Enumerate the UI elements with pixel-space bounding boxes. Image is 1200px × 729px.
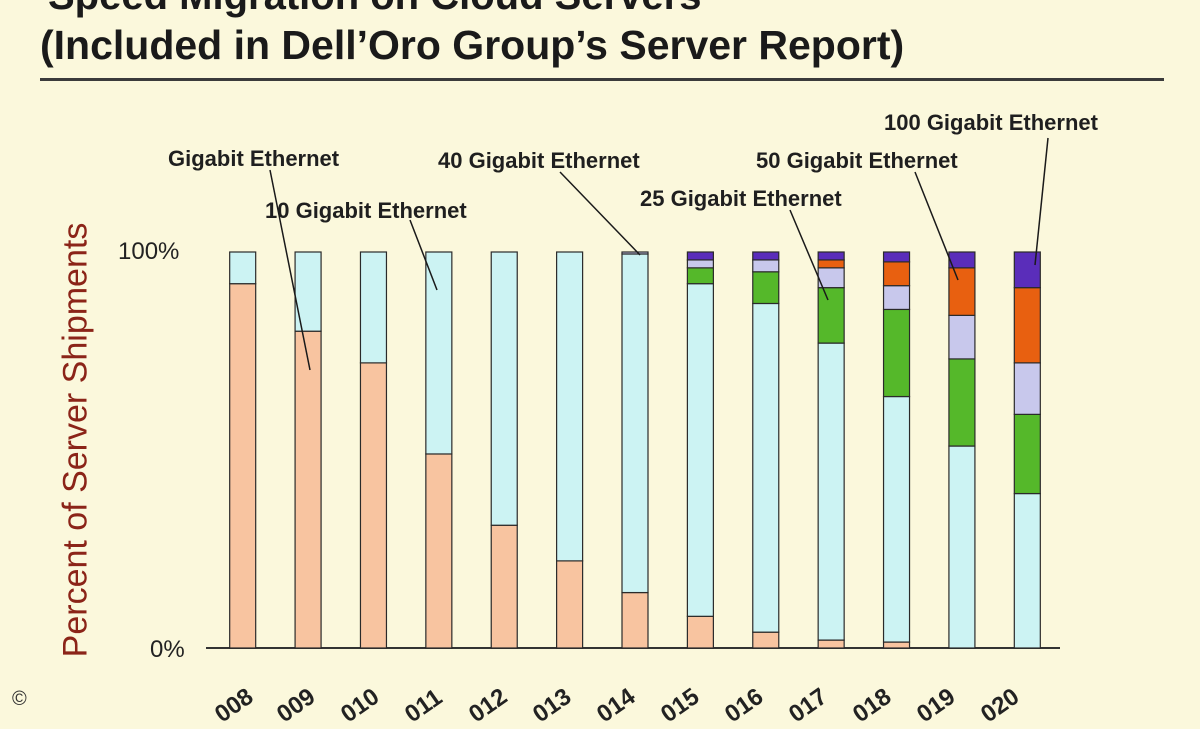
bar-segment-2019-100-gigabit-ethernet — [948, 251, 976, 269]
bar-segment-2019-40-gigabit-ethernet — [948, 314, 976, 360]
annotation-100-gigabit: 100 Gigabit Ethernet — [884, 110, 1098, 135]
annotation-25-gigabit: 25 Gigabit Ethernet — [640, 186, 842, 211]
bar-segment-2018-10-gigabit-ethernet — [882, 395, 911, 643]
bar-segment-2016-10-gigabit-ethernet — [752, 302, 780, 633]
annotation-leader-line — [409, 219, 438, 291]
bar-segment-2016-25-gigabit-ethernet — [752, 271, 780, 305]
bar-segment-2020-50-gigabit-ethernet — [1013, 287, 1041, 364]
bar-segment-2019-25-gigabit-ethernet — [948, 358, 976, 447]
bar-segment-2014-10-gigabit-ethernet — [621, 253, 649, 594]
bar-segment-2015-100-gigabit-ethernet — [686, 251, 714, 261]
bar-segment-2014-40-gigabit-ethernet — [621, 251, 649, 255]
bar-segment-2018-100-gigabit-ethernet — [882, 251, 911, 263]
bar-segment-2009-gigabit-ethernet — [294, 330, 322, 649]
annotation-leader-line — [269, 169, 311, 371]
bar-segment-2017-10-gigabit-ethernet — [817, 342, 845, 641]
bar-segment-2008-gigabit-ethernet — [229, 283, 257, 649]
bar-segment-2016-gigabit-ethernet — [752, 631, 780, 649]
y-tick-100: 100% — [118, 238, 180, 265]
annotation-leader-line — [559, 171, 641, 256]
bar-segment-2016-40-gigabit-ethernet — [752, 259, 780, 273]
annotation-gigabit: Gigabit Ethernet — [168, 146, 340, 171]
bar-segment-2018-40-gigabit-ethernet — [882, 285, 911, 311]
title-underline — [40, 78, 1164, 81]
chart-title: Speed Migration on Cloud Servers — [48, 0, 948, 19]
bar-segment-2020-25-gigabit-ethernet — [1013, 413, 1041, 495]
bar-segment-2015-40-gigabit-ethernet — [686, 259, 714, 269]
copyright-mark: © — [12, 688, 27, 710]
bar-segment-2019-10-gigabit-ethernet — [948, 445, 976, 649]
annotation-leader-line — [914, 171, 959, 281]
bar-segment-2014-gigabit-ethernet — [621, 591, 649, 649]
bar-segment-2013-gigabit-ethernet — [556, 560, 584, 649]
annotation-10-gigabit: 10 Gigabit Ethernet — [265, 198, 467, 223]
annotation-50-gigabit: 50 Gigabit Ethernet — [756, 148, 958, 173]
bar-segment-2010-gigabit-ethernet — [359, 362, 388, 649]
bar-segment-2017-25-gigabit-ethernet — [817, 287, 845, 344]
bar-segment-2015-25-gigabit-ethernet — [686, 267, 714, 285]
chart-subtitle: (Included in Dell’Oro Group’s Server Rep… — [40, 22, 905, 68]
bar-segment-2018-gigabit-ethernet — [882, 641, 911, 649]
bar-segment-2018-25-gigabit-ethernet — [882, 308, 911, 398]
bar-segment-2009-10-gigabit-ethernet — [294, 251, 322, 332]
bar-segment-2015-10-gigabit-ethernet — [686, 283, 714, 617]
annotation-leader-line — [1034, 137, 1049, 266]
annotation-40-gigabit: 40 Gigabit Ethernet — [438, 148, 640, 173]
bar-segment-2017-100-gigabit-ethernet — [817, 251, 845, 261]
bar-segment-2011-gigabit-ethernet — [425, 453, 453, 649]
y-tick-0: 0% — [150, 636, 185, 663]
bar-segment-2010-10-gigabit-ethernet — [359, 251, 388, 364]
bar-segment-2017-50-gigabit-ethernet — [817, 259, 845, 269]
bar-segment-2019-50-gigabit-ethernet — [948, 267, 976, 316]
bar-segment-2020-10-gigabit-ethernet — [1013, 492, 1041, 649]
annotation-leader-line — [789, 209, 829, 301]
bar-segment-2018-50-gigabit-ethernet — [882, 261, 911, 287]
bar-segment-2017-gigabit-ethernet — [817, 639, 845, 649]
bar-segment-2013-10-gigabit-ethernet — [556, 251, 584, 562]
bar-segment-2020-40-gigabit-ethernet — [1013, 362, 1041, 415]
bar-segment-2011-10-gigabit-ethernet — [425, 251, 453, 455]
bar-segment-2012-gigabit-ethernet — [490, 524, 518, 649]
bar-segment-2016-100-gigabit-ethernet — [752, 251, 780, 261]
bar-segment-2012-10-gigabit-ethernet — [490, 251, 518, 526]
bar-segment-2015-gigabit-ethernet — [686, 615, 714, 649]
bar-segment-2008-10-gigabit-ethernet — [229, 251, 257, 285]
